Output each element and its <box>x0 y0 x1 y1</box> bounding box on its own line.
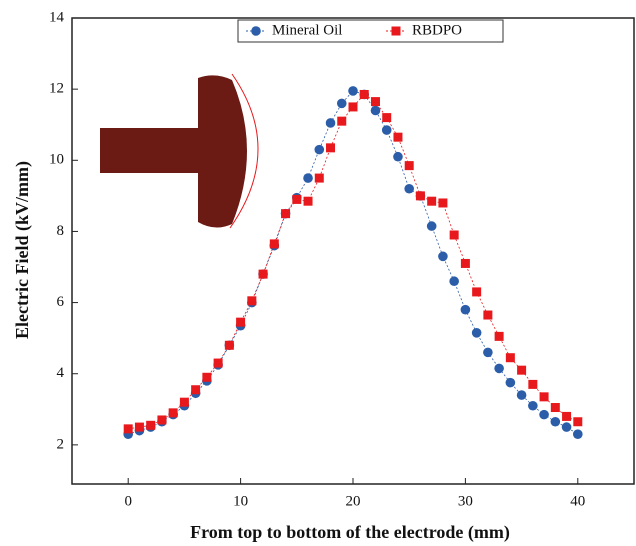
data-point <box>460 304 471 315</box>
data-point <box>314 144 325 155</box>
data-point <box>517 365 527 375</box>
data-point <box>494 363 504 374</box>
data-point <box>562 411 572 421</box>
y-tick-label: 8 <box>57 223 65 239</box>
data-point <box>348 86 358 96</box>
data-point <box>123 424 133 434</box>
data-point <box>336 98 347 109</box>
x-tick-label: 20 <box>346 493 361 509</box>
legend-marker <box>391 26 401 36</box>
y-tick-label: 10 <box>49 152 64 168</box>
y-tick-label: 6 <box>57 294 65 310</box>
legend-label: Mineral Oil <box>272 22 342 38</box>
data-point <box>573 417 583 427</box>
x-tick-label: 40 <box>570 493 585 509</box>
y-tick-label: 14 <box>49 9 65 25</box>
data-point <box>370 97 380 107</box>
data-point <box>415 191 425 201</box>
data-point <box>281 209 291 219</box>
legend-marker <box>251 26 261 36</box>
data-point <box>224 340 234 350</box>
data-point <box>460 258 470 268</box>
data-point <box>191 385 201 395</box>
data-point <box>561 422 572 432</box>
data-point <box>438 198 448 208</box>
data-point <box>370 105 381 116</box>
data-point <box>539 409 549 420</box>
data-point <box>179 397 189 407</box>
data-point <box>483 347 493 358</box>
data-point <box>146 420 156 430</box>
data-point <box>337 116 347 126</box>
data-point <box>314 173 324 183</box>
electrode-illustration <box>100 73 259 229</box>
data-point <box>393 132 403 142</box>
data-point <box>483 310 493 320</box>
legend-label: RBDPO <box>412 22 462 38</box>
y-axis-label: Electric Field (kV/mm) <box>12 161 33 339</box>
data-point <box>516 390 527 400</box>
data-point <box>292 194 302 204</box>
data-point <box>494 331 504 341</box>
data-point <box>427 196 437 206</box>
data-point <box>449 276 459 287</box>
data-point <box>404 183 415 194</box>
data-point <box>471 328 482 338</box>
data-point <box>359 89 369 99</box>
data-point <box>438 251 448 262</box>
data-point <box>303 173 313 183</box>
data-point <box>303 196 313 206</box>
data-point <box>168 408 178 418</box>
data-point <box>528 400 538 411</box>
data-point <box>550 403 560 413</box>
data-point <box>258 269 268 279</box>
y-tick-label: 12 <box>49 81 64 97</box>
data-point <box>505 353 515 363</box>
data-point <box>505 377 516 388</box>
data-point <box>247 296 257 306</box>
x-tick-label: 30 <box>458 493 473 509</box>
data-point <box>528 379 538 389</box>
data-point <box>236 317 246 327</box>
legend-box <box>237 19 504 43</box>
data-point <box>325 118 336 128</box>
x-axis-label: From top to bottom of the electrode (mm) <box>190 522 510 543</box>
data-point <box>269 239 279 249</box>
data-point <box>539 392 549 402</box>
data-point <box>404 161 414 171</box>
data-point <box>472 287 482 297</box>
data-point <box>449 230 459 240</box>
data-point <box>202 372 212 382</box>
x-tick-label: 10 <box>233 493 248 509</box>
data-point <box>382 113 392 123</box>
data-point <box>157 415 167 425</box>
data-point <box>326 143 336 153</box>
data-point <box>393 151 403 162</box>
data-point <box>213 358 223 368</box>
data-point <box>550 416 561 427</box>
data-point <box>426 221 437 231</box>
data-point <box>381 125 392 135</box>
y-tick-label: 4 <box>57 365 65 381</box>
data-point <box>348 102 358 112</box>
x-tick-label: 0 <box>124 493 132 509</box>
data-point <box>573 429 583 439</box>
y-tick-label: 2 <box>57 436 65 452</box>
data-point <box>134 422 144 432</box>
